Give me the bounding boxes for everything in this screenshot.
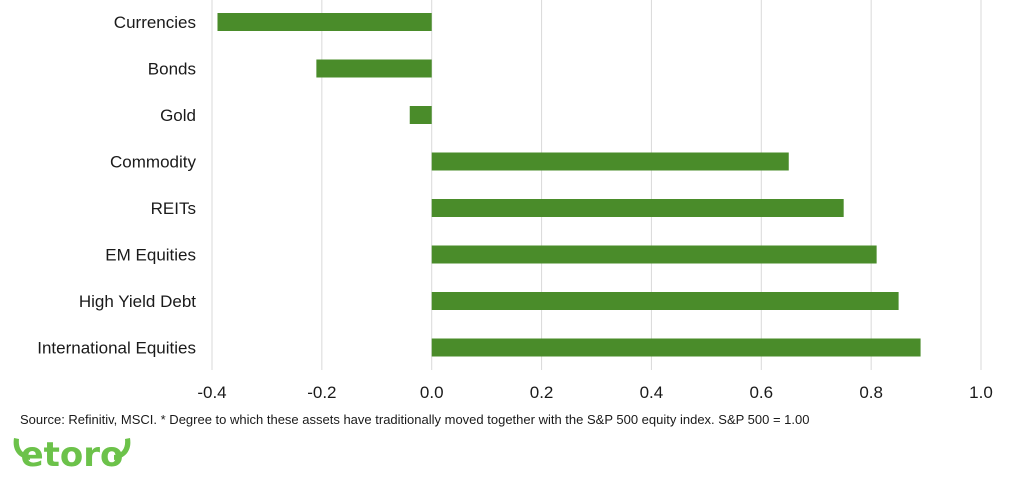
x-tick-label: 0.4 — [640, 383, 664, 402]
x-tick-label: 0.2 — [530, 383, 554, 402]
bar — [316, 59, 432, 78]
etoro-logo: etoro — [13, 435, 131, 475]
left-horn-icon — [13, 438, 31, 460]
x-tick-label: 0.0 — [420, 383, 444, 402]
x-tick-label: 0.6 — [749, 383, 773, 402]
x-tick-label: -0.2 — [307, 383, 336, 402]
category-label: Bonds — [148, 60, 196, 79]
bar — [431, 292, 899, 310]
category-label: Gold — [160, 106, 196, 125]
x-tick-label: -0.4 — [197, 383, 226, 402]
logo-wordmark: etoro — [21, 435, 124, 475]
correlation-bar-chart: Currencies Bonds Gold Commodity REITs EM Equi… — [37, 0, 993, 402]
bar — [431, 152, 789, 171]
bar — [431, 245, 877, 264]
category-label: International Equities — [37, 339, 196, 358]
grid-lines — [211, 0, 982, 370]
right-horn-icon — [114, 438, 131, 460]
category-label: Currencies — [114, 13, 196, 32]
bar — [431, 199, 844, 217]
category-label: High Yield Debt — [79, 292, 196, 311]
bar — [431, 338, 921, 357]
bar — [217, 13, 432, 31]
source-note: Source: Refinitiv, MSCI. * Degree to whi… — [20, 412, 810, 427]
x-tick-labels: -0.4 -0.2 0.0 0.2 0.4 0.6 0.8 1.0 — [197, 383, 992, 402]
category-labels: Currencies Bonds Gold Commodity REITs EM Equi… — [37, 13, 196, 358]
x-tick-label: 0.8 — [859, 383, 883, 402]
bar — [409, 106, 432, 124]
bars — [217, 13, 921, 357]
category-label: REITs — [151, 199, 196, 218]
x-tick-label: 1.0 — [969, 383, 993, 402]
category-label: EM Equities — [105, 246, 196, 265]
category-label: Commodity — [110, 153, 196, 172]
